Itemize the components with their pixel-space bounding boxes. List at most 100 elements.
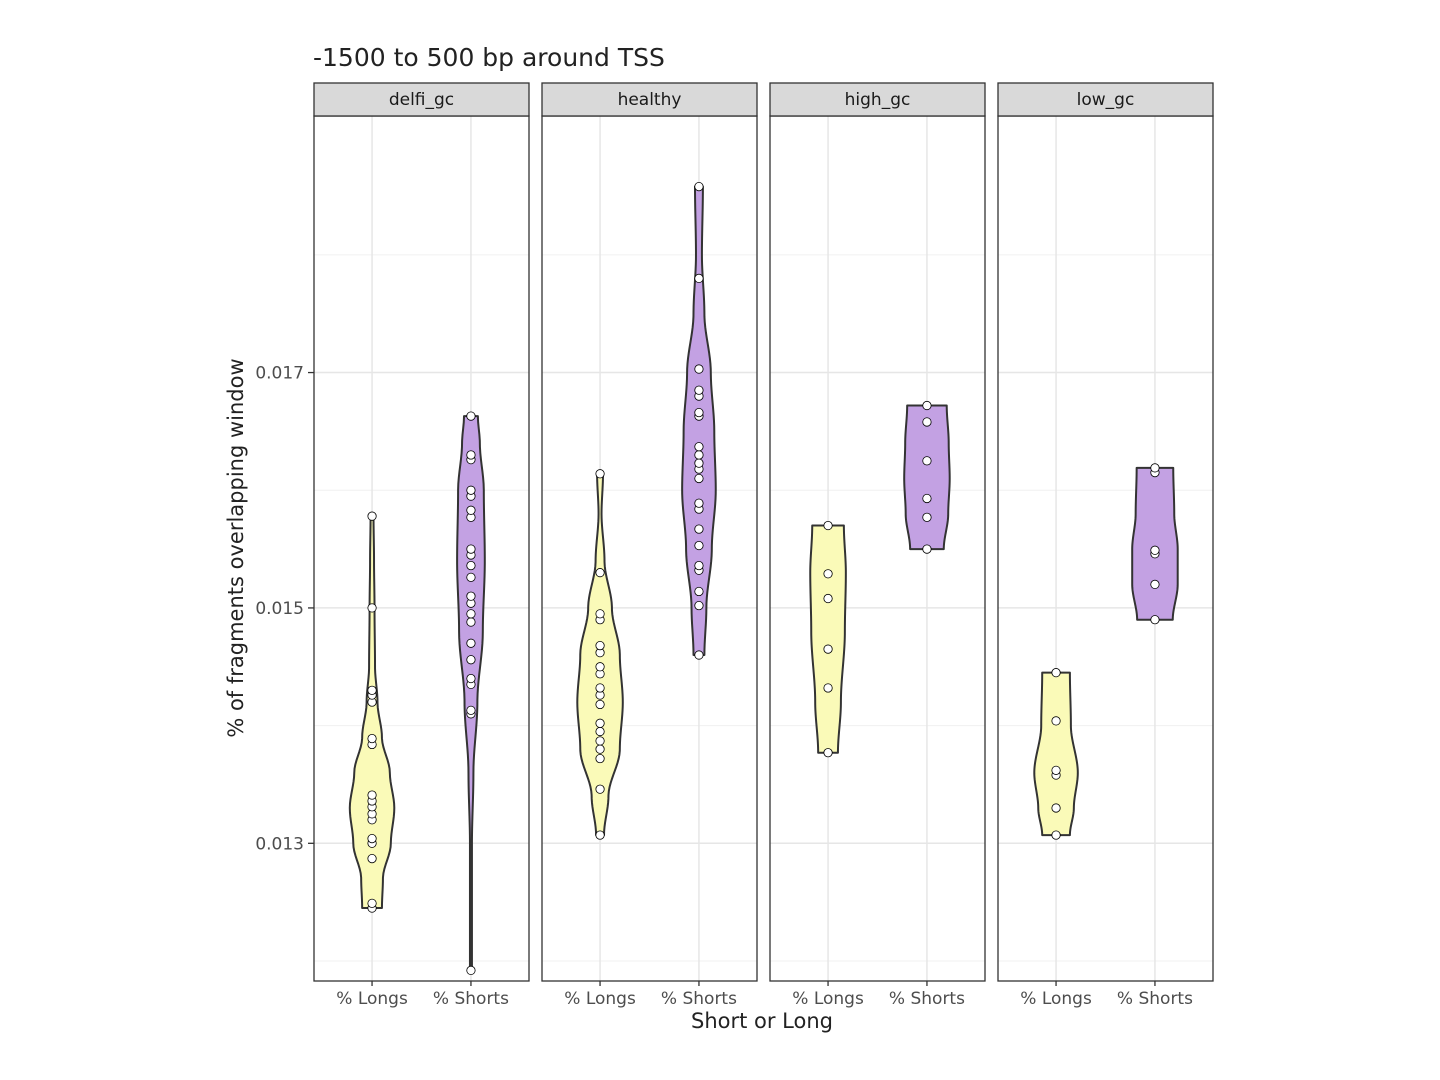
panel-background [998,116,1213,981]
data-point [595,744,605,754]
data-point [466,505,476,515]
data-point [922,400,932,411]
data-point [595,830,605,840]
x-tick-label: % Longs [564,989,636,1009]
data-point [694,600,704,611]
violin-shorts [903,404,951,551]
data-point [823,644,833,654]
data-point [823,569,833,579]
data-point [466,485,476,495]
data-point [1150,463,1160,473]
panel-background [770,116,985,981]
data-point [595,640,605,651]
y-axis: 0.013 0.015 0.017 [255,364,314,854]
data-point [823,520,833,531]
data-point [466,673,476,684]
y-axis-title: % of fragments overlapping window [224,358,248,737]
data-point [595,609,605,619]
data-point [694,540,704,551]
x-tick-label: % Longs [336,989,408,1009]
data-point [823,683,833,693]
data-point [466,638,476,648]
facet-panel: low_gc % Longs % Shorts [997,82,1214,1009]
data-point [595,726,605,737]
data-point [367,833,377,844]
data-point [466,591,476,601]
data-point [694,560,704,571]
data-point [694,364,704,374]
facet-label: healthy [618,90,682,110]
x-tick-label: % Longs [1020,989,1092,1009]
y-tick-label: 0.013 [255,834,304,854]
data-point [367,790,377,800]
facet-strip [769,82,986,117]
data-point [466,450,476,460]
data-point [1051,716,1061,726]
x-tick-label: % Shorts [889,989,965,1009]
data-point [595,753,605,764]
panel-background [542,116,757,981]
data-point [694,650,704,660]
facet-label: high_gc [845,90,911,110]
data-point [367,685,377,695]
data-point [595,736,605,746]
data-point [595,699,605,710]
data-point [466,572,476,582]
data-point [466,560,476,571]
data-point [694,182,704,192]
data-point [922,417,932,427]
data-point [367,854,377,864]
x-tick-label: % Longs [792,989,864,1009]
data-point [694,524,704,534]
data-point [694,385,704,395]
data-point [595,718,605,728]
facet-strip [541,82,758,117]
data-point [1150,545,1160,555]
data-point [595,784,605,794]
data-point [922,456,932,466]
data-point [1051,803,1061,813]
data-point [823,748,833,758]
data-point [466,705,476,715]
data-point [595,469,605,479]
facet-panel: healthy % Longs % Shorts [541,82,758,1009]
violin-longs [1033,671,1079,837]
data-point [367,733,377,744]
data-point [694,458,704,468]
data-point [1051,830,1061,840]
y-tick-label: 0.015 [255,599,304,619]
data-point [922,493,932,504]
data-point [367,511,377,521]
data-point [694,473,704,484]
x-tick-label: % Shorts [661,989,737,1009]
facet-panel: delfi_gc % Longs % Shorts [313,82,530,1009]
facet-label: low_gc [1077,90,1135,110]
violin-longs [809,524,847,754]
data-point [367,603,377,613]
x-tick-label: % Shorts [1117,989,1193,1009]
x-axis-title: Short or Long [691,1009,833,1033]
data-point [694,273,704,284]
chart-title: -1500 to 500 bp around TSS [313,43,665,72]
facet-strip [313,82,530,117]
data-point [595,662,605,672]
x-tick-label: % Shorts [433,989,509,1009]
data-point [595,568,605,578]
y-tick-label: 0.017 [255,364,304,384]
data-point [922,544,932,554]
data-point [466,617,476,627]
violin-shorts [1131,466,1179,621]
data-point [466,965,476,976]
data-point [694,407,704,418]
data-point [595,683,605,693]
data-point [694,498,704,508]
data-point [694,450,704,460]
data-point [466,544,476,554]
data-point [922,512,932,522]
data-point [466,609,476,619]
facet-panels: delfi_gc % Longs % Shorts healthy % Longs % S… [313,82,1214,1009]
data-point [823,593,833,604]
data-point [466,655,476,665]
facet-panel: high_gc % Longs % Shorts [769,82,986,1009]
